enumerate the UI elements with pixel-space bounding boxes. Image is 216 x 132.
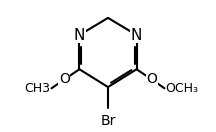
Text: CH3: CH3 [24, 82, 50, 95]
Text: O: O [146, 72, 157, 86]
Text: OCH₃: OCH₃ [166, 82, 199, 95]
Text: N: N [131, 27, 142, 43]
Text: N: N [74, 27, 85, 43]
Text: O: O [59, 72, 70, 86]
Text: Br: Br [100, 114, 116, 128]
